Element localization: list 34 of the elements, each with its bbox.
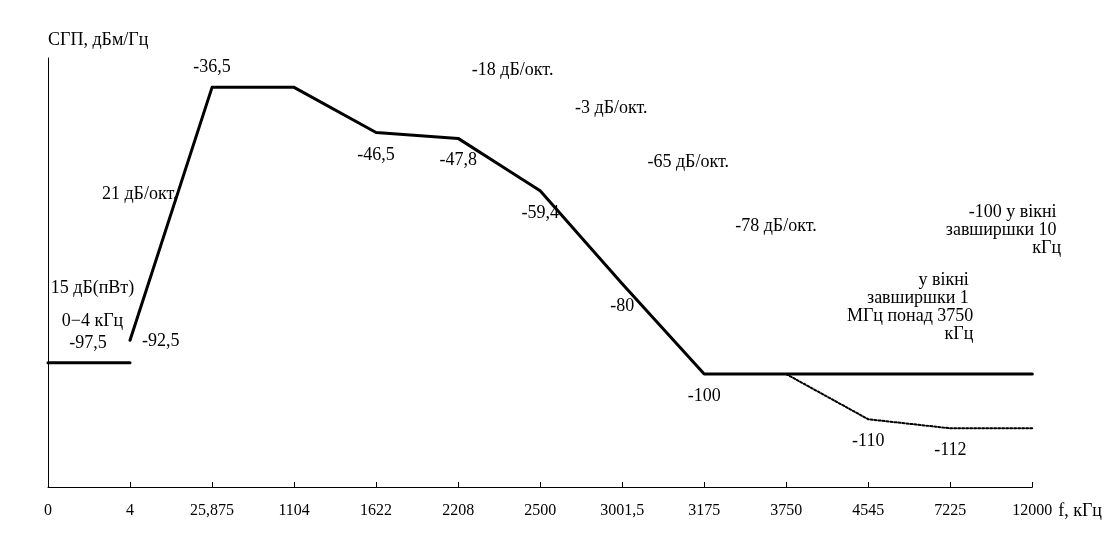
annotation: -3 дБ/окт. bbox=[575, 96, 648, 117]
x-tick-label: 0 bbox=[44, 500, 52, 518]
annotation: -18 дБ/окт. bbox=[471, 59, 554, 80]
x-tick-label: 25,875 bbox=[190, 500, 235, 518]
x-tick-label: 1622 bbox=[360, 500, 393, 518]
x-tick-label: 3001,5 bbox=[600, 500, 645, 518]
annotation: -100 у вікні завширшки 10 кГц bbox=[945, 200, 1062, 257]
data-label: -110 bbox=[852, 430, 885, 451]
annotation: -65 дБ/окт. bbox=[647, 150, 729, 171]
x-tick-label: 1104 bbox=[278, 500, 310, 518]
data-label: -112 bbox=[934, 439, 967, 460]
data-label: -80 bbox=[610, 294, 635, 315]
data-label: -92,5 bbox=[142, 330, 180, 351]
x-tick-label: 2208 bbox=[442, 500, 475, 518]
annotation: 0−4 кГц bbox=[61, 309, 124, 330]
x-tick-label: 4545 bbox=[852, 500, 885, 518]
y-axis-title: СГП, дБм/Гц bbox=[48, 29, 149, 49]
annotation: 21 дБ/окт. bbox=[101, 183, 178, 204]
x-tick-label: 3175 bbox=[688, 500, 721, 518]
data-label: -47,8 bbox=[439, 149, 477, 170]
data-label: -36,5 bbox=[193, 56, 231, 77]
data-label: -46,5 bbox=[357, 143, 395, 164]
x-tick-label: 7225 bbox=[934, 500, 967, 518]
x-tick-label: 4 bbox=[126, 500, 135, 518]
x-tick-label: 3750 bbox=[770, 500, 803, 518]
annotation: у вікні завширшки 1 МГц понад 3750 кГц bbox=[846, 269, 974, 344]
x-tick-label: 2500 bbox=[524, 500, 557, 518]
annotation: 15 дБ(пВт) bbox=[50, 277, 135, 299]
data-label: -59,4 bbox=[521, 201, 559, 222]
x-axis-title: f, кГц bbox=[1058, 500, 1103, 520]
x-tick-label: 12000 bbox=[1012, 500, 1053, 518]
data-label: -100 bbox=[687, 385, 721, 406]
annotation: -78 дБ/окт. bbox=[735, 215, 817, 236]
data-label: -97,5 bbox=[69, 331, 107, 352]
